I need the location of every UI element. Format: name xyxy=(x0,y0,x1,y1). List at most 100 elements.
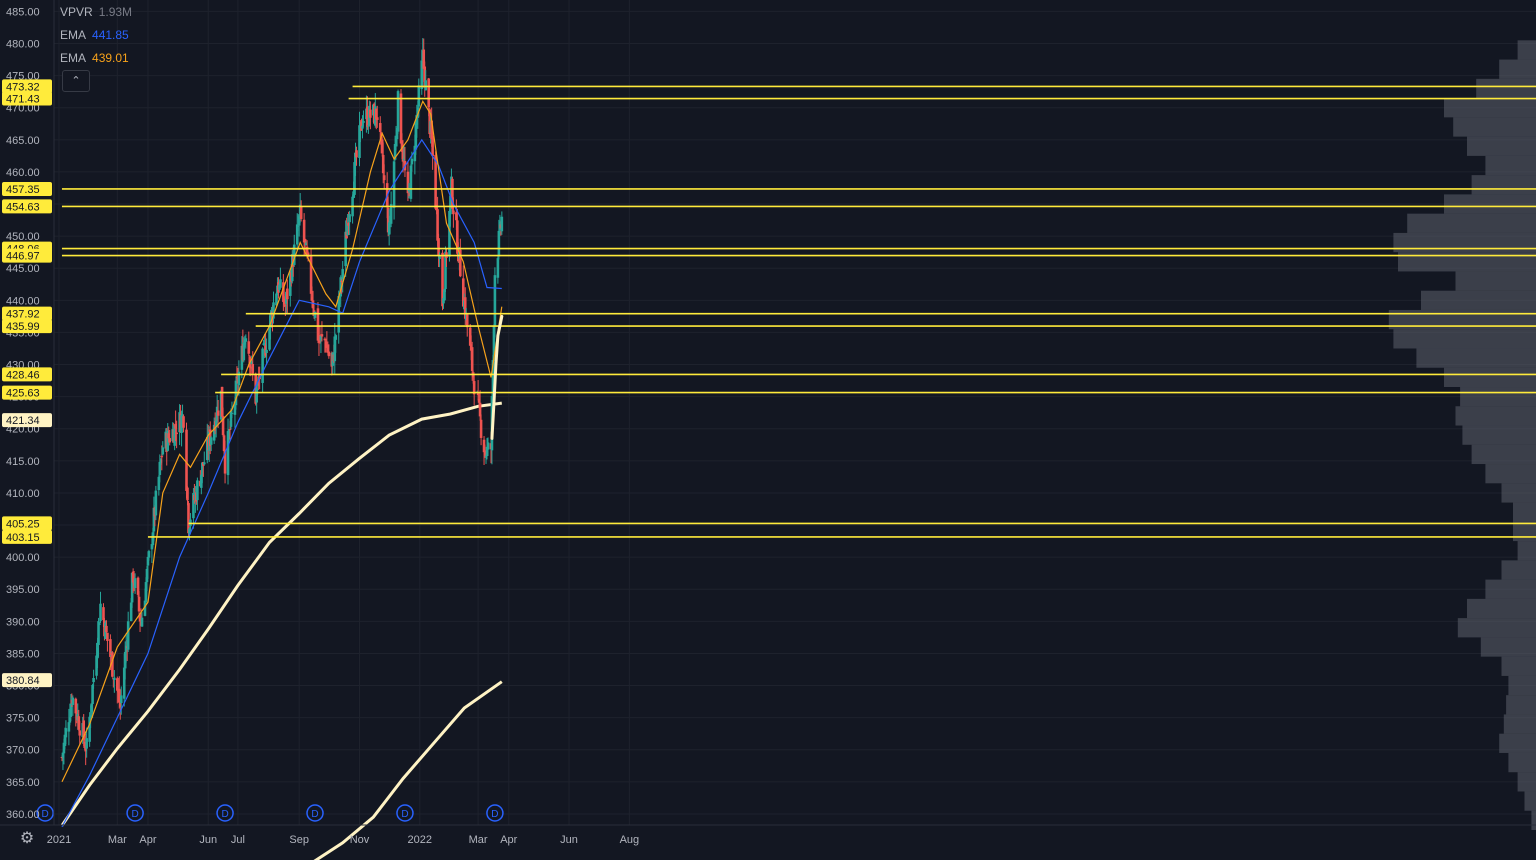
x-tick-label: Jun xyxy=(199,834,217,846)
candle-body xyxy=(415,114,419,125)
volume-profile-bar xyxy=(1398,252,1536,272)
candle-body xyxy=(459,249,462,277)
y-tick-label: 415.00 xyxy=(6,456,40,468)
candle-body xyxy=(113,677,116,681)
candle-body xyxy=(486,442,490,450)
candle-body xyxy=(389,204,393,224)
volume-profile-bar xyxy=(1444,367,1536,388)
legend-ema-1[interactable]: EMA 441.85 xyxy=(60,25,132,48)
candle-body xyxy=(468,327,472,346)
volume-profile-bar xyxy=(1517,40,1536,60)
volume-profile-bar xyxy=(1517,772,1536,792)
legend-vpvr[interactable]: VPVR 1.93M xyxy=(60,2,132,25)
candle-body xyxy=(279,279,282,288)
price-label-box xyxy=(2,248,52,263)
x-tick-label: Sep xyxy=(289,834,309,846)
legend-ema-2[interactable]: EMA 439.01 xyxy=(60,48,132,71)
y-tick-label: 375.00 xyxy=(6,713,40,725)
candle-body xyxy=(394,137,398,147)
volume-profile-bar xyxy=(1455,406,1536,426)
candle-body xyxy=(284,305,287,307)
candle-body xyxy=(409,165,413,199)
candle-body xyxy=(485,446,489,457)
candle-body xyxy=(348,214,351,223)
chart-settings-button[interactable]: ⚙ xyxy=(17,829,37,849)
candle-body xyxy=(496,258,500,278)
candle-body xyxy=(247,341,251,354)
x-tick-label: 2021 xyxy=(47,834,71,846)
candle-body xyxy=(444,251,447,290)
candle-body xyxy=(367,125,370,127)
candle-body xyxy=(306,252,310,258)
candle-body xyxy=(378,123,382,132)
candle-body xyxy=(74,698,78,714)
candle-body xyxy=(316,308,320,341)
y-tick-label: 410.00 xyxy=(6,488,40,500)
candle-body xyxy=(126,621,130,650)
candle-body xyxy=(302,219,306,243)
candle-body xyxy=(131,571,135,583)
candle-body xyxy=(268,325,271,350)
legend-collapse-button[interactable]: ⌃ xyxy=(62,70,90,92)
x-tick-label: Apr xyxy=(139,834,156,846)
candle-body xyxy=(323,338,327,341)
volume-profile-bar xyxy=(1499,59,1536,79)
candle-body xyxy=(392,161,396,208)
candle-body xyxy=(407,189,411,192)
dividend-marker-label: D xyxy=(221,809,228,820)
candle-body xyxy=(161,447,165,455)
price-label: 437.92 xyxy=(6,309,40,321)
candle-body xyxy=(472,381,476,395)
candle-body xyxy=(313,311,317,318)
candle-body xyxy=(109,639,112,657)
candle-body xyxy=(123,651,127,669)
candle-body xyxy=(437,238,440,257)
candle-body xyxy=(310,297,314,301)
candle-body xyxy=(386,208,390,233)
candle-body xyxy=(89,715,92,718)
candle-body xyxy=(233,401,237,415)
candle-body xyxy=(283,298,286,305)
volume-profile-bar xyxy=(1499,733,1536,753)
time-axis[interactable]: 2021 Mar Apr Jun Jul Sep Nov 2022 Mar Apr Jun Aug xyxy=(0,824,1536,846)
swoosh-annotation xyxy=(490,314,504,440)
candle-body xyxy=(182,416,185,428)
candle-body xyxy=(157,476,161,491)
candle-body xyxy=(347,222,350,226)
candle-body xyxy=(98,623,101,625)
legend-ema-1-value: 441.85 xyxy=(92,28,129,42)
dividend-marker-label: D xyxy=(311,809,318,820)
volume-profile-bar xyxy=(1501,483,1536,503)
candle-body xyxy=(77,716,81,730)
dividend-marker xyxy=(396,804,414,822)
candle-body xyxy=(244,338,248,342)
candle-body xyxy=(111,652,114,677)
price-label: 435.99 xyxy=(6,321,40,333)
candle-body xyxy=(151,532,155,546)
candle-body xyxy=(400,140,404,152)
horizontal-levels xyxy=(61,85,1536,538)
candle-body xyxy=(150,544,154,550)
chevron-up-icon: ⌃ xyxy=(71,75,81,87)
candle-body xyxy=(147,551,151,558)
candle-body xyxy=(105,625,108,633)
candle-body xyxy=(295,224,299,245)
candle-body xyxy=(265,349,268,354)
candle-body xyxy=(442,297,445,304)
candle-body xyxy=(166,430,170,451)
candle-body xyxy=(95,655,98,676)
candle-body xyxy=(186,487,189,501)
candle-body xyxy=(339,277,343,297)
dividend-marker-label: D xyxy=(401,809,408,820)
candle-body xyxy=(200,474,203,488)
candle-body xyxy=(230,412,234,414)
volume-profile-bar xyxy=(1485,155,1536,176)
candle-body xyxy=(146,556,150,566)
x-tick-label: 2022 xyxy=(408,834,432,846)
candle-body xyxy=(341,269,344,280)
candle-body xyxy=(174,424,177,429)
volume-profile-bar xyxy=(1455,271,1536,291)
